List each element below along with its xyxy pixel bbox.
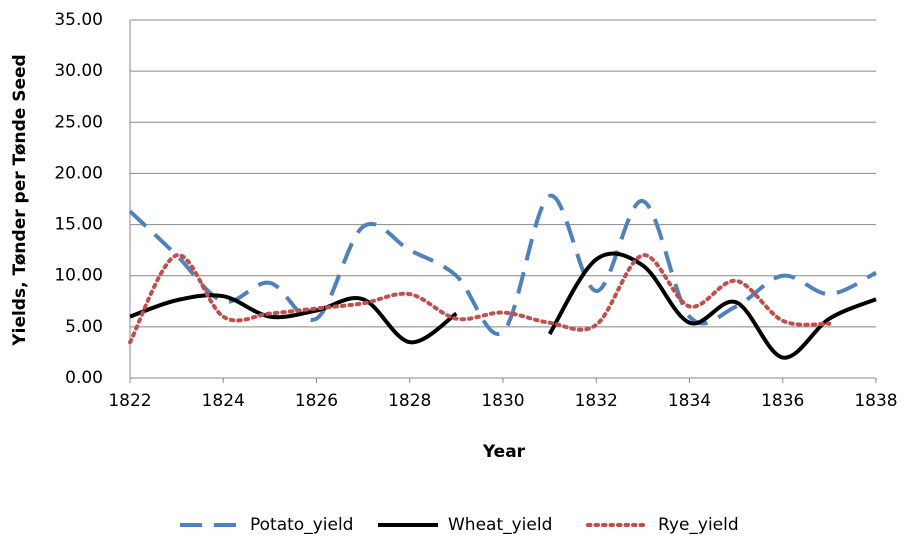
series-line — [129, 293, 458, 345]
x-axis-title: Year — [482, 442, 526, 462]
y-tick-label: 20.00 — [54, 163, 103, 183]
x-tick-label: 1828 — [388, 391, 431, 411]
series-line — [547, 251, 877, 360]
x-tick-label: 1830 — [481, 391, 524, 411]
legend-label: Wheat_yield — [448, 515, 552, 535]
legend-label: Potato_yield — [250, 515, 353, 535]
y-tick-label: 15.00 — [54, 215, 103, 235]
y-tick-label: 0.00 — [65, 368, 103, 388]
y-tick-label: 25.00 — [54, 112, 103, 132]
y-axis-title: Yields, Tønder per Tønde Seed — [10, 54, 30, 346]
x-tick-label: 1826 — [295, 391, 338, 411]
y-tick-label: 5.00 — [65, 317, 103, 337]
y-tick-label: 10.00 — [54, 266, 103, 286]
x-tick-label: 1822 — [108, 391, 151, 411]
y-tick-label: 35.00 — [54, 10, 103, 30]
x-tick-label: 1832 — [575, 391, 618, 411]
series-line — [128, 193, 877, 336]
legend-label: Rye_yield — [658, 515, 739, 535]
x-tick-label: 1824 — [202, 391, 245, 411]
x-tick-label: 1836 — [761, 391, 804, 411]
x-tick-label: 1834 — [668, 391, 711, 411]
y-tick-label: 30.00 — [54, 61, 103, 81]
series-line — [128, 253, 832, 345]
x-tick-label: 1838 — [854, 391, 897, 411]
